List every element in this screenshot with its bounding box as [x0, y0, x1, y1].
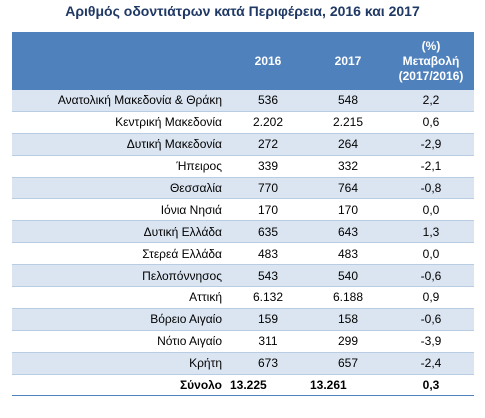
table-header-row: 2016 2017 (%) Μεταβολή (2017/2016) — [12, 32, 474, 90]
value-2016-cell: 170 — [228, 198, 308, 222]
change-cell: -0,6 — [388, 308, 474, 331]
total-2017: 13.261 — [308, 373, 388, 397]
value-2017-cell: 170 — [308, 198, 388, 222]
change-cell: 0,0 — [388, 198, 474, 222]
region-cell: Ήπειρος — [12, 155, 228, 178]
header-region — [12, 32, 228, 90]
table-row: Ιόνια Νησιά 170 170 0,0 — [12, 198, 474, 222]
change-cell: 2,2 — [388, 90, 474, 112]
table-row: Βόρειο Αιγαίο 159 158 -0,6 — [12, 308, 474, 331]
value-2016-cell: 272 — [228, 133, 308, 156]
table-row: Ήπειρος 339 332 -2,1 — [12, 155, 474, 178]
region-cell: Ανατολική Μακεδονία & Θράκη — [12, 90, 228, 112]
change-cell: -2,1 — [388, 155, 474, 178]
region-cell: Δυτική Ελλάδα — [12, 220, 228, 244]
table-row: Δυτική Μακεδονία 272 264 -2,9 — [12, 133, 474, 156]
value-2017-cell: 540 — [308, 264, 388, 288]
total-row: Σύνολο 13.225 13.261 0,3 — [12, 373, 474, 397]
value-2017-cell: 264 — [308, 133, 388, 156]
change-cell: -2,4 — [388, 352, 474, 375]
region-cell: Νότιο Αιγαίο — [12, 330, 228, 353]
table-row: Νότιο Αιγαίο 311 299 -3,9 — [12, 330, 474, 353]
header-2016: 2016 — [254, 53, 282, 68]
region-cell: Στερεά Ελλάδα — [12, 242, 228, 266]
table-row: Δυτική Ελλάδα 635 643 1,3 — [12, 220, 474, 244]
change-cell: 1,3 — [388, 220, 474, 244]
region-cell: Κεντρική Μακεδονία — [12, 111, 228, 134]
value-2016-cell: 770 — [228, 177, 308, 200]
value-2017-cell: 6.188 — [308, 286, 388, 309]
region-cell: Αττική — [12, 286, 228, 309]
value-2017-cell: 657 — [308, 352, 388, 375]
total-label: Σύνολο — [12, 373, 228, 397]
dentists-table: 2016 2017 (%) Μεταβολή (2017/2016) Ανατο… — [12, 32, 474, 397]
region-cell: Θεσσαλία — [12, 177, 228, 200]
region-cell: Δυτική Μακεδονία — [12, 133, 228, 156]
value-2017-cell: 332 — [308, 155, 388, 178]
value-2017-cell: 299 — [308, 330, 388, 353]
total-change: 0,3 — [388, 373, 474, 397]
header-change-line3: (2017/2016) — [398, 68, 464, 83]
table-row: Στερεά Ελλάδα 483 483 0,0 — [12, 242, 474, 266]
value-2016-cell: 2.202 — [228, 111, 308, 134]
value-2016-cell: 311 — [228, 330, 308, 353]
change-cell: -0,6 — [388, 264, 474, 288]
value-2017-cell: 548 — [308, 90, 388, 112]
region-cell: Κρήτη — [12, 352, 228, 375]
table-row: Κρήτη 673 657 -2,4 — [12, 352, 474, 375]
value-2017-cell: 158 — [308, 308, 388, 331]
header-change-line1: (%) — [421, 38, 441, 53]
header-change-line2: Μεταβολή — [402, 53, 460, 68]
value-2016-cell: 483 — [228, 242, 308, 266]
total-2016: 13.225 — [228, 373, 308, 397]
change-cell: 0,0 — [388, 242, 474, 266]
value-2016-cell: 543 — [228, 264, 308, 288]
value-2017-cell: 764 — [308, 177, 388, 200]
change-cell: -2,9 — [388, 133, 474, 156]
table-row: Πελοπόννησος 543 540 -0,6 — [12, 264, 474, 288]
value-2016-cell: 6.132 — [228, 286, 308, 309]
value-2016-cell: 536 — [228, 90, 308, 112]
value-2016-cell: 635 — [228, 220, 308, 244]
table-row: Ανατολική Μακεδονία & Θράκη 536 548 2,2 — [12, 90, 474, 112]
change-cell: 0,9 — [388, 286, 474, 309]
header-change: (%) Μεταβολή (2017/2016) — [388, 32, 474, 90]
region-cell: Ιόνια Νησιά — [12, 198, 228, 222]
change-cell: -3,9 — [388, 330, 474, 353]
table-row: Κεντρική Μακεδονία 2.202 2.215 0,6 — [12, 111, 474, 134]
value-2017-cell: 483 — [308, 242, 388, 266]
page-title: Αριθμός οδοντιάτρων κατά Περιφέρεια, 201… — [65, 3, 420, 19]
change-cell: -0,8 — [388, 177, 474, 200]
table-row: Θεσσαλία 770 764 -0,8 — [12, 177, 474, 200]
value-2017-cell: 2.215 — [308, 111, 388, 134]
region-cell: Πελοπόννησος — [12, 264, 228, 288]
table-row: Αττική 6.132 6.188 0,9 — [12, 286, 474, 309]
value-2017-cell: 643 — [308, 220, 388, 244]
region-cell: Βόρειο Αιγαίο — [12, 308, 228, 331]
value-2016-cell: 159 — [228, 308, 308, 331]
change-cell: 0,6 — [388, 111, 474, 134]
header-2017: 2017 — [334, 53, 362, 68]
value-2016-cell: 673 — [228, 352, 308, 375]
value-2016-cell: 339 — [228, 155, 308, 178]
